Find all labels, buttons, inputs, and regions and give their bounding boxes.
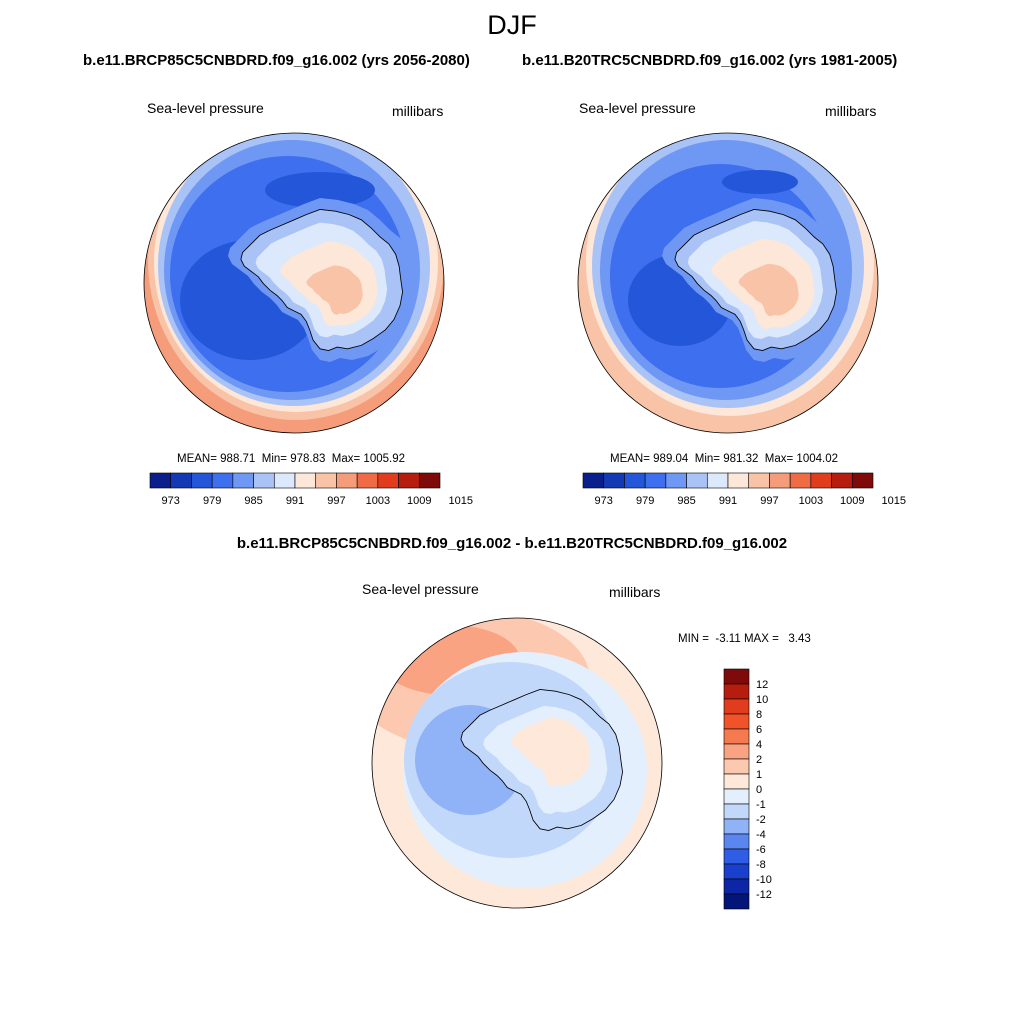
right-variable-label: Sea-level pressure [579,100,696,116]
right-colorbar-box [831,472,853,489]
left-colorbar-box [149,472,172,489]
right-stats: MEAN= 989.04 Min= 981.32 Max= 1004.02 [610,453,838,465]
right-colorbar-box [748,472,770,489]
left-colorbar-tick-label: 1009 [407,495,431,507]
diff-colorbar-box [723,743,750,760]
left-colorbar-box [398,472,420,489]
diff-colorbar-tick-label: -12 [756,889,772,901]
right-colorbar-tick-label: 1009 [840,495,864,507]
right-colorbar-box [644,472,667,489]
right-units-label: millibars [825,103,877,119]
left-colorbar-box [211,472,234,489]
right-colorbar-box [727,472,750,489]
right-panel-case-title: b.e11.B20TRC5CNBDRD.f09_g16.002 (yrs 198… [522,52,898,69]
left-colorbar-box [232,472,254,489]
season-title: DJF [487,10,537,40]
diff-stats: MIN = -3.11 MAX = 3.43 [678,633,811,645]
left-colorbar-box [253,472,275,489]
left-colorbar-box [377,472,399,489]
left-colorbar-tick-label: 985 [244,495,262,507]
diff-colorbar-tick-label: 6 [756,724,762,736]
right-colorbar-box [582,472,605,489]
diff-colorbar-box [723,818,750,835]
left-colorbar-tick-label: 1015 [448,495,472,507]
left-units-label: millibars [392,103,444,119]
left-colorbar-box [315,472,337,489]
right-colorbar-tick-label: 973 [595,495,613,507]
right-colorbar-box [603,472,625,489]
diff-colorbar-box [723,803,750,820]
diff-colorbar-box [723,713,750,730]
diff-colorbar-box [723,833,750,850]
left-colorbar-tick-label: 973 [162,495,180,507]
left-stats: MEAN= 988.71 Min= 978.83 Max= 1005.92 [177,453,405,465]
diff-colorbar-tick-label: 8 [756,709,762,721]
right-colorbar-box [706,472,729,489]
right-colorbar-tick-label: 1015 [881,495,905,507]
diff-colorbar-tick-label: 10 [756,694,768,706]
right-colorbar-tick-label: 991 [719,495,737,507]
right-colorbar-tick-label: 985 [677,495,695,507]
diff-colorbar-tick-label: -10 [756,874,772,886]
diff-colorbar-box [723,878,750,895]
left-colorbar-box [418,472,441,489]
diff-colorbar-box [723,788,750,805]
diff-colorbar-box [723,863,750,880]
left-colorbar-box [294,472,317,489]
left-colorbar: 973 979 985 991 997 1003 1009 1015 [149,472,473,507]
right-colorbar-box [851,472,874,489]
left-colorbar-box [170,472,192,489]
diff-colorbar-tick-label: 2 [756,754,762,766]
right-colorbar-box [789,472,812,489]
diff-colorbar-tick-label: 4 [756,739,762,751]
diff-variable-label: Sea-level pressure [362,581,479,597]
right-colorbar-box [665,472,687,489]
right-colorbar-tick-label: 1003 [799,495,823,507]
left-colorbar-box [273,472,296,489]
right-colorbar: 973 979 985 991 997 1003 1009 1015 [582,472,906,507]
diff-colorbar-tick-label: -1 [756,799,766,811]
diff-colorbar-box [723,683,750,700]
right-colorbar-box [810,472,832,489]
diff-colorbar-tick-label: -4 [756,829,766,841]
diff-colorbar-box [723,728,750,745]
diff-colorbar-tick-label: -8 [756,859,766,871]
left-polar-map [144,133,444,433]
right-colorbar-box [624,472,646,489]
left-colorbar-tick-label: 997 [327,495,345,507]
diff-colorbar-tick-label: 0 [756,784,762,796]
right-colorbar-tick-label: 979 [636,495,654,507]
left-panel-case-title: b.e11.BRCP85C5CNBDRD.f09_g16.002 (yrs 20… [83,52,470,69]
right-colorbar-box [686,472,708,489]
left-colorbar-box [356,472,379,489]
left-colorbar-tick-label: 979 [203,495,221,507]
diff-colorbar-tick-label: 1 [756,769,762,781]
diff-colorbar-tick-label: -2 [756,814,766,826]
left-colorbar-tick-label: 1003 [366,495,390,507]
diff-colorbar-box [723,698,750,715]
right-colorbar-box [769,472,791,489]
diff-colorbar-box [723,893,750,910]
left-colorbar-box [191,472,213,489]
right-polar-map [578,133,878,433]
left-colorbar-tick-label: 991 [286,495,304,507]
diff-colorbar-box [723,758,750,775]
diff-colorbar-tick-label: 12 [756,679,768,691]
left-colorbar-box [336,472,358,489]
left-variable-label: Sea-level pressure [147,100,264,116]
right-colorbar-tick-label: 997 [760,495,778,507]
difference-title: b.e11.BRCP85C5CNBDRD.f09_g16.002 - b.e11… [236,535,788,552]
diff-colorbar-box [723,668,750,685]
diff-colorbar-tick-label: -6 [756,844,766,856]
difference-polar-map [372,618,662,908]
diff-colorbar-box [723,848,750,865]
diff-colorbar-box [723,773,750,790]
diff-units-label: millibars [609,584,661,600]
